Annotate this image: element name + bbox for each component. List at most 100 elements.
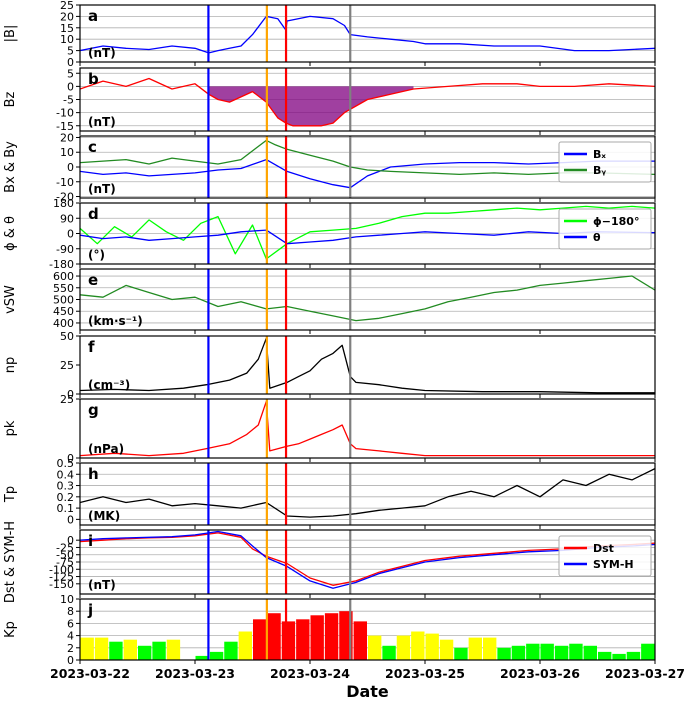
legend-entry: SYM-H <box>593 558 634 571</box>
y-tick-label: 0 <box>67 80 74 93</box>
y-tick-label: 25 <box>60 359 74 372</box>
kp-bar <box>80 637 94 660</box>
y-tick-label: 180 <box>53 197 74 210</box>
y-tick-label: 0 <box>67 161 74 174</box>
y-axis-label: Kp <box>3 621 18 638</box>
panel-unit: (nPa) <box>88 442 124 456</box>
y-tick-label: -25 <box>56 541 74 554</box>
legend-entry: Bₓ <box>593 148 606 161</box>
kp-bar <box>209 651 224 660</box>
y-tick-label: 0 <box>67 56 74 69</box>
x-tick-label: 2023-03-26 <box>500 666 580 681</box>
kp-bar <box>526 643 540 660</box>
y-tick-label: 0 <box>67 452 74 465</box>
panel-unit: (nT) <box>88 46 116 60</box>
kp-bar <box>511 645 526 660</box>
kp-bar <box>253 619 267 660</box>
y-tick-label: 10 <box>60 593 74 606</box>
y-tick-label: -100 <box>49 563 74 576</box>
panel-frame <box>79 398 656 459</box>
y-tick-label: 5 <box>67 67 74 80</box>
panel-unit: (°) <box>88 248 105 262</box>
y-tick-label: 50 <box>60 330 74 343</box>
y-axis-label: Tp <box>3 486 18 503</box>
y-tick-label: 90 <box>60 212 74 225</box>
kp-bar <box>396 635 411 660</box>
panel-unit: (nT) <box>88 182 116 196</box>
panel-g-plot-area <box>80 399 655 458</box>
y-tick-label: 0 <box>67 654 74 667</box>
y-tick-label: 0 <box>67 228 74 241</box>
panel-h: 00.10.20.30.40.5 h (MK) Tp <box>3 457 656 529</box>
legend-entry: Dst <box>593 542 614 555</box>
y-tick-label: 6 <box>67 617 74 630</box>
y-tick-label: 0 <box>67 388 74 401</box>
kp-bar <box>483 637 497 660</box>
panel-f-plot-area <box>80 336 655 394</box>
series-line-by <box>80 139 655 176</box>
y-tick-label: 4 <box>67 630 74 643</box>
y-tick-label: 0 <box>67 513 74 526</box>
kp-bar <box>296 619 310 660</box>
y-tick-label: -10 <box>56 107 74 120</box>
series-line-bx <box>80 158 655 189</box>
kp-bar <box>598 651 612 660</box>
panel-a-plot-area <box>80 5 655 62</box>
y-tick-label: 8 <box>67 605 74 618</box>
kp-bar <box>138 645 152 660</box>
kp-bar <box>94 637 109 660</box>
panel-e-plot-area <box>80 269 655 330</box>
y-tick-label: -20 <box>56 191 74 204</box>
panel-i: -150-125-100-75-50-250 i (nT) Dst & SYM-H Ds… <box>3 521 656 603</box>
y-tick-label: 0 <box>67 534 74 547</box>
y-tick-label: 0.4 <box>57 468 75 481</box>
panel-frame <box>79 598 656 661</box>
y-tick-label: -125 <box>49 571 74 584</box>
kp-bar <box>612 653 626 660</box>
y-tick-label: 500 <box>53 294 74 307</box>
panel-letter: d <box>88 205 99 223</box>
series-line-line <box>80 337 655 394</box>
y-tick-label: 400 <box>53 317 74 330</box>
y-tick-label: -75 <box>56 556 74 569</box>
y-tick-label: 25 <box>60 393 74 406</box>
panel-letter: h <box>88 465 99 483</box>
y-axis-label: Dst & SYM-H <box>3 521 18 603</box>
y-tick-label: 0.3 <box>57 480 75 493</box>
y-tick-label: 20 <box>60 131 74 144</box>
x-tick-label: 2023-03-25 <box>385 666 465 681</box>
legend-box <box>558 535 652 577</box>
legend: Dst SYM-H <box>558 535 652 577</box>
kp-bar <box>368 635 382 660</box>
x-axis-title: Date <box>346 682 389 701</box>
panel-letter: a <box>88 7 98 25</box>
panel-unit: (nT) <box>88 115 116 129</box>
y-axis-label: |B| <box>3 25 18 43</box>
panel-letter: g <box>88 401 99 419</box>
series-line-- <box>80 229 655 245</box>
y-tick-label: 600 <box>53 270 74 283</box>
x-tick-label: 2023-03-22 <box>50 666 130 681</box>
panel-letter: b <box>88 70 99 88</box>
kp-bar <box>238 631 252 660</box>
kp-bar <box>468 637 482 660</box>
panel-unit: (km·s⁻¹) <box>88 314 143 328</box>
y-tick-label: 0.5 <box>57 457 75 470</box>
kp-bar <box>497 647 511 660</box>
kp-bar <box>267 613 281 660</box>
panel-letter: i <box>88 532 93 550</box>
panel-g: 0 25 g (nPa) pk <box>3 393 656 465</box>
series-line-line <box>80 275 655 322</box>
panel-letter: j <box>87 601 93 619</box>
legend: Bₓ Bᵧ <box>558 141 652 183</box>
series-line--180- <box>80 205 655 260</box>
kp-bar <box>540 643 554 660</box>
negative-bz-shading <box>208 86 414 126</box>
y-tick-label: 2 <box>67 642 74 655</box>
panel-d-plot-area <box>80 203 655 264</box>
panel-c: -20 -10 0 10 20 c (nT) Bx & By Bₓ Bᵧ <box>3 131 656 204</box>
x-tick-label: 2023-03-23 <box>155 666 235 681</box>
kp-bar <box>641 643 655 660</box>
